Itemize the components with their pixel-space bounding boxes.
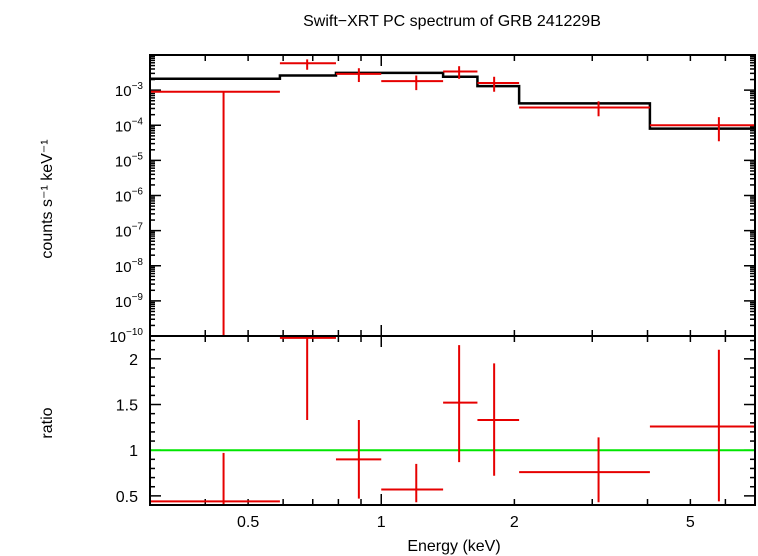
spectrum-y-tick-label: 10−7: [115, 222, 144, 241]
ratio-y-tick-label: 2: [129, 352, 138, 369]
model-histogram: [150, 71, 755, 130]
spectrum-data-point: [649, 117, 755, 142]
spectrum-data-point: [519, 101, 650, 117]
ratio-data-point: [477, 363, 520, 476]
ratio-data-point: [519, 437, 650, 503]
ratio-data-point: [335, 420, 382, 499]
chart-title: Swift−XRT PC spectrum of GRB 241229B: [303, 13, 601, 30]
ratio-frame: [149, 335, 756, 506]
ratio-data-point: [649, 349, 755, 502]
spectrum-data-point: [335, 68, 382, 83]
spectrum-y-tick-label: 10−6: [115, 187, 144, 206]
spectrum-y-tick-label: 10−9: [115, 292, 144, 311]
ratio-y-tick-label: 0.5: [116, 489, 138, 506]
x-tick-label: 0.5: [237, 514, 259, 531]
ratio-data-point: [381, 463, 444, 503]
ratio-data-point: [279, 336, 336, 421]
top-y-axis-label: counts s⁻¹ keV⁻¹: [39, 139, 56, 258]
spectrum-y-tick-label: 10−4: [115, 116, 144, 135]
x-tick-label: 5: [686, 514, 695, 531]
spectrum-y-tick-label: 10−3: [115, 81, 144, 100]
ratio-data-point: [150, 452, 280, 505]
spectrum-y-tick-label: 10−10: [109, 327, 143, 346]
spectrum-y-tick-label: 10−8: [115, 257, 144, 276]
x-tick-label: 1: [377, 514, 386, 531]
spectrum-data-point: [279, 59, 336, 70]
ratio-y-tick-label: 1.5: [116, 398, 138, 415]
ratio-panel: 0.5 1 1.5 2 0.5 1 2 5: [116, 335, 756, 531]
spectrum-data-point: [443, 66, 478, 79]
spectrum-data-point: [150, 90, 280, 336]
x-axis-label: Energy (keV): [407, 538, 500, 555]
ratio-y-tick-label: 1: [129, 443, 138, 460]
x-tick-label: 2: [510, 514, 519, 531]
spectrum-y-tick-label: 10−5: [115, 151, 144, 170]
spectrum-panel: 10−3 10−4 10−5 10−6 10−7 10−8 10−9 10−10: [109, 54, 756, 346]
bottom-y-axis-label: ratio: [39, 407, 56, 438]
spectrum-data-point: [477, 76, 520, 92]
ratio-data-point: [443, 345, 478, 463]
spectrum-data-point: [381, 75, 444, 91]
